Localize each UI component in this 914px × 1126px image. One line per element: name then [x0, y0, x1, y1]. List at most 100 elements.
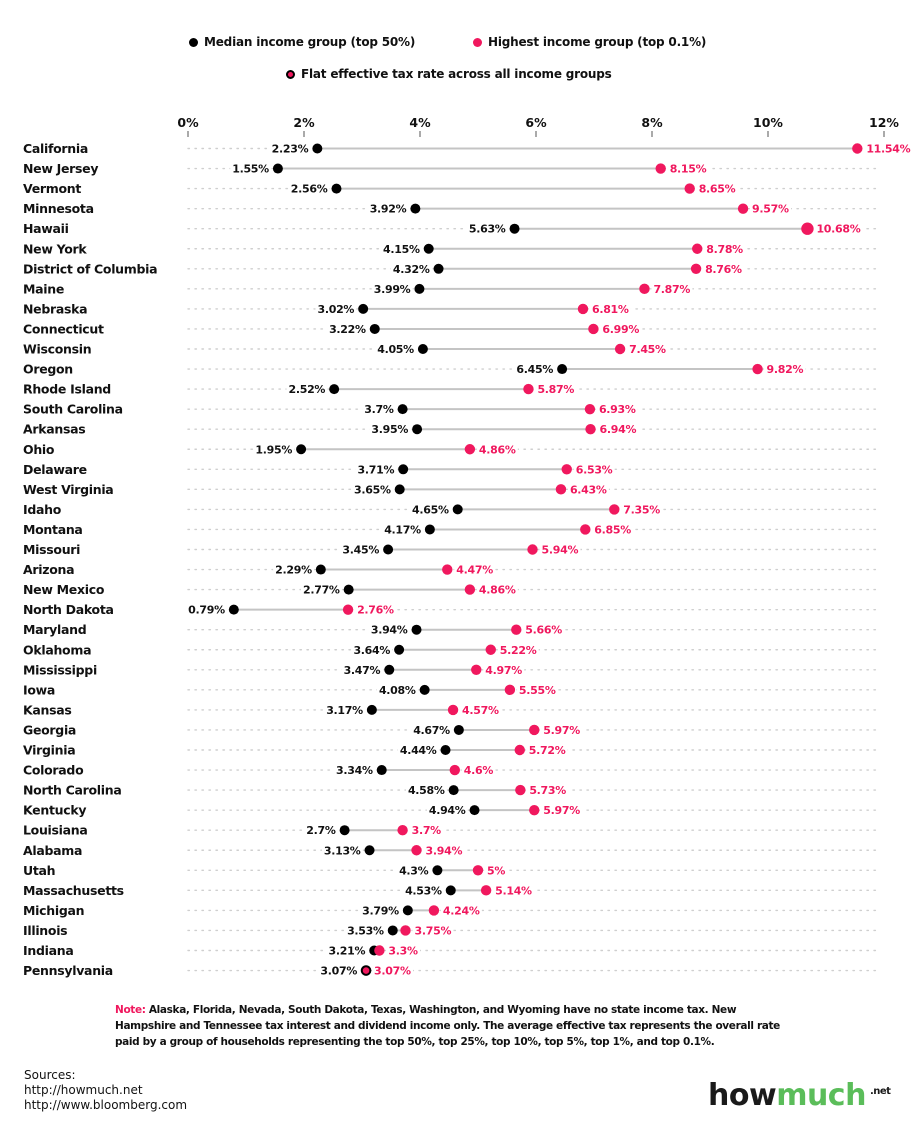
median-value-label: 3.53% — [347, 924, 384, 937]
median-dot — [376, 765, 387, 776]
high-dot — [515, 784, 526, 796]
label-mask — [814, 225, 863, 232]
state-label: West Virginia — [23, 482, 113, 497]
high-value-label: 5.87% — [537, 383, 574, 396]
state-label: North Carolina — [23, 783, 122, 798]
state-label: Colorado — [23, 763, 84, 778]
logo-much: much — [776, 1078, 866, 1113]
high-value-label: 5.72% — [529, 744, 566, 757]
state-row: California 2.23% 11.54% — [23, 141, 913, 156]
median-dot — [296, 444, 307, 455]
high-value-label: 6.43% — [570, 483, 607, 496]
label-mask — [273, 566, 315, 573]
source-link[interactable]: http://www.bloomberg.com — [24, 1098, 188, 1112]
label-mask — [426, 807, 468, 814]
high-dot — [342, 604, 354, 615]
state-row: Kentucky 4.94% 5.97% — [23, 803, 877, 818]
label-mask — [651, 285, 693, 292]
state-row: West Virginia 3.65% 6.43% — [23, 482, 877, 497]
label-mask — [405, 787, 447, 794]
high-value-label: 5.66% — [525, 624, 562, 637]
state-label: New Jersey — [23, 161, 98, 176]
median-dot — [469, 805, 480, 816]
high-value-label: 9.82% — [767, 363, 804, 376]
high-value-label: 6.99% — [602, 323, 639, 336]
legend-flat-label: Flat effective tax rate across all incom… — [301, 67, 612, 81]
median-dot — [424, 524, 435, 535]
label-mask — [397, 747, 439, 753]
label-mask — [386, 947, 420, 954]
label-mask — [372, 967, 414, 974]
high-value-label: 5.97% — [543, 804, 580, 817]
median-value-label: 3.7% — [364, 403, 394, 416]
high-dot — [527, 544, 538, 555]
state-row: Massachusetts 4.53% 5.14% — [23, 883, 877, 898]
state-label: Delaware — [23, 462, 87, 477]
state-label: New Mexico — [23, 582, 105, 597]
footnote: Note: Alaska, Florida, Nevada, South Dak… — [115, 1002, 795, 1050]
label-mask — [567, 486, 609, 493]
high-value-label: 5.97% — [543, 724, 580, 737]
high-dot — [485, 644, 496, 655]
state-label: Idaho — [23, 502, 62, 517]
label-mask — [360, 907, 402, 914]
label-mask — [409, 827, 444, 834]
state-row: Alabama 3.13% 3.94% — [23, 843, 877, 858]
state-row: Indiana 3.21% 3.3% — [23, 943, 877, 958]
state-label: Virginia — [23, 743, 75, 758]
x-axis: 0% 2% 4% 6% 8% 10% 12% — [177, 115, 899, 137]
label-mask — [376, 686, 418, 693]
state-row: New Jersey 1.55% 8.15% — [23, 161, 877, 176]
median-value-label: 2.7% — [306, 824, 336, 837]
label-mask — [440, 907, 482, 914]
label-mask — [186, 606, 228, 613]
high-dot — [585, 424, 596, 435]
state-row: Iowa 4.08% 5.55% — [23, 682, 877, 697]
label-mask — [412, 927, 454, 934]
state-row: North Carolina 4.58% 5.73% — [23, 783, 877, 798]
label-mask — [411, 726, 453, 733]
median-dot — [423, 243, 434, 254]
label-mask — [497, 646, 539, 653]
high-value-label: 4.57% — [462, 704, 499, 717]
high-dot — [609, 504, 620, 515]
state-label: Illinois — [23, 923, 67, 938]
label-mask — [764, 366, 806, 373]
label-mask — [423, 847, 465, 854]
high-dot — [428, 905, 440, 916]
high-value-label: 7.45% — [629, 343, 666, 356]
state-label: Ohio — [23, 442, 55, 457]
median-value-label: 4.3% — [399, 864, 429, 877]
median-dot — [417, 344, 428, 354]
high-dot — [400, 925, 411, 936]
label-mask — [381, 245, 422, 252]
state-label: Kansas — [23, 702, 72, 717]
state-row: Maryland 3.94% 5.66% — [23, 622, 877, 637]
high-dot — [588, 323, 599, 335]
state-label: Arizona — [23, 562, 74, 577]
state-row: Kansas 3.17% 4.57% — [23, 702, 877, 717]
high-value-label: 6.85% — [594, 523, 631, 536]
high-dot — [684, 183, 695, 194]
median-value-label: 4.08% — [379, 684, 416, 697]
state-label: Nebraska — [23, 301, 87, 316]
high-value-label: 6.53% — [576, 463, 613, 476]
median-value-label: 4.17% — [384, 523, 421, 536]
median-value-label: 3.92% — [370, 203, 407, 216]
median-dot — [343, 584, 354, 595]
median-value-label: 3.65% — [354, 483, 391, 496]
source-link[interactable]: http://howmuch.net — [24, 1083, 143, 1097]
label-mask — [368, 626, 410, 633]
state-row: Minnesota 3.92% 9.57% — [23, 201, 877, 216]
state-row: South Carolina 3.7% 6.93% — [23, 402, 877, 417]
median-dot — [394, 484, 405, 495]
high-value-label: 7.87% — [653, 283, 690, 296]
dot-plot-chart: 0% 2% 4% 6% 8% 10% 12% California 2.23% 11.54% Ne… — [23, 115, 913, 978]
state-label: North Dakota — [23, 602, 114, 617]
median-dot — [358, 303, 369, 314]
high-value-label: 6.94% — [600, 423, 637, 436]
median-dot — [398, 464, 409, 475]
label-mask — [341, 666, 383, 673]
median-dot — [410, 203, 421, 214]
state-label: Minnesota — [23, 201, 94, 216]
